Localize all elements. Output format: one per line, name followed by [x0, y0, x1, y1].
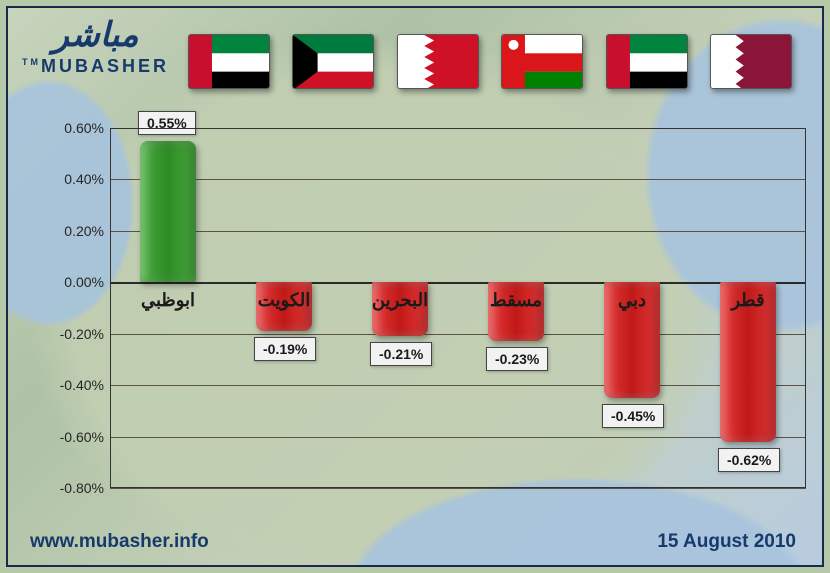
value-label: 0.55% [138, 111, 196, 135]
gridline [110, 231, 806, 232]
y-axis-label: 0.20% [36, 223, 104, 239]
gridline [110, 179, 806, 180]
bar [140, 141, 196, 282]
y-axis-label: -0.20% [36, 326, 104, 342]
category-label: قطر [731, 290, 764, 311]
flag-oman [501, 34, 583, 89]
gridline [110, 385, 806, 386]
y-axis-label: 0.60% [36, 120, 104, 136]
bar-chart: 0.60%0.40%0.20%0.00%-0.20%-0.40%-0.60%-0… [36, 128, 806, 488]
brand-english: TMMUBASHER [22, 56, 169, 77]
flag-bahrain [397, 34, 479, 89]
footer-url: www.mubasher.info [30, 531, 209, 553]
y-axis-label: -0.60% [36, 429, 104, 445]
y-axis-label: 0.00% [36, 274, 104, 290]
footer-date: 15 August 2010 [657, 531, 796, 553]
value-label: -0.45% [602, 404, 664, 428]
category-label: الكويت [258, 290, 310, 311]
infographic-frame: مباشر TMMUBASHER 0.60%0.40%0.20%0.00%-0.… [6, 6, 824, 567]
flag-qatar [710, 34, 792, 89]
value-label: -0.62% [718, 448, 780, 472]
category-label: دبي [618, 290, 646, 311]
category-label: مسقط [490, 290, 542, 311]
y-axis-label: -0.80% [36, 480, 104, 496]
brand-arabic: مباشر [22, 18, 169, 52]
flag-kuwait [292, 34, 374, 89]
gridline [110, 282, 806, 284]
value-label: -0.19% [254, 337, 316, 361]
chart-plot-area: 0.60%0.40%0.20%0.00%-0.20%-0.40%-0.60%-0… [110, 128, 806, 488]
value-label: -0.23% [486, 347, 548, 371]
y-axis-label: -0.40% [36, 377, 104, 393]
brand-logo: مباشر TMMUBASHER [22, 18, 169, 77]
value-label: -0.21% [370, 342, 432, 366]
gridline [110, 334, 806, 335]
category-label: ابوظبي [141, 290, 195, 311]
flags-row [188, 34, 792, 89]
flag-uae [188, 34, 270, 89]
category-label: البحرين [372, 290, 428, 311]
gridline [110, 437, 806, 438]
flag-uae [606, 34, 688, 89]
gridline [110, 128, 806, 129]
gridline [110, 488, 806, 489]
y-axis-label: 0.40% [36, 171, 104, 187]
